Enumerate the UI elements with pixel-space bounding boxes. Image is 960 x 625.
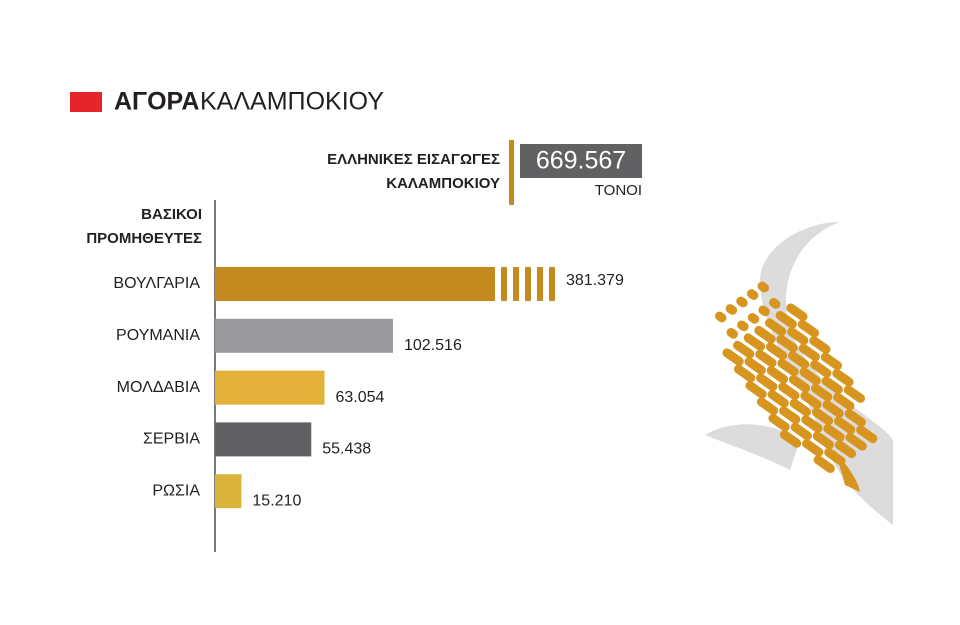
corn-kernel <box>832 368 854 387</box>
corn-husk <box>705 424 800 470</box>
bar <box>215 474 242 509</box>
value-label: 102.516 <box>404 337 462 354</box>
corn-kernel <box>755 349 777 368</box>
corn-husk <box>835 450 860 492</box>
corn-kernel <box>833 416 856 435</box>
category-label: ΣΕΡΒΙΑ <box>143 431 200 448</box>
corn-kernel <box>768 413 790 432</box>
corn-kernel <box>758 305 770 317</box>
corn-kernel <box>764 318 787 337</box>
corn-kernel <box>821 376 843 395</box>
corn-kernel <box>844 409 866 427</box>
total-label: ΚΑΛΑΜΠΟΚΙΟΥ <box>386 175 500 192</box>
bar-break <box>537 267 543 301</box>
corn-kernel <box>800 391 822 409</box>
corn-kernel <box>787 351 810 369</box>
axis-label: ΠΡΟΜΗΘΕΥΤΕΣ <box>86 230 202 247</box>
bar <box>215 370 325 405</box>
total-box <box>520 144 642 178</box>
total-divider <box>509 140 514 205</box>
value-label: 63.054 <box>335 389 384 406</box>
bar-break <box>525 267 531 301</box>
corn-kernel <box>789 398 812 417</box>
corn-kernel <box>779 430 802 448</box>
chart-title: ΑΓΟΡΑ <box>114 88 199 116</box>
corn-kernel <box>757 281 769 293</box>
corn-kernel <box>743 333 766 351</box>
corn-kernel <box>745 381 767 399</box>
bar <box>215 318 393 353</box>
corn-kernel <box>736 296 748 308</box>
category-label: ΒΟΥΛΓΑΡΙΑ <box>113 275 200 292</box>
bar <box>215 422 312 457</box>
total-unit: ΤΟΝΟΙ <box>595 182 642 199</box>
corn-kernel <box>777 358 799 377</box>
corn-kernel <box>767 389 789 408</box>
total-label: ΕΛΛΗΝΙΚΕΣ ΕΙΣΑΓΩΓΕΣ <box>327 151 500 168</box>
corn-kernel <box>769 298 781 309</box>
corn-kernel <box>775 310 797 329</box>
title-marker <box>70 92 102 112</box>
corn-kernel <box>797 319 820 338</box>
corn-kernel <box>810 383 833 402</box>
corn-kernel <box>833 392 855 411</box>
corn-kernel <box>788 374 811 393</box>
corn-kernel <box>810 360 832 378</box>
corn-kernel <box>845 432 867 451</box>
corn-kernel <box>786 303 808 322</box>
corn-kernel <box>766 366 789 384</box>
corn-kernel <box>737 320 749 332</box>
corn-kernel <box>799 367 821 386</box>
bar <box>215 267 495 301</box>
corn-kernel <box>744 357 766 375</box>
value-label: 381.379 <box>566 272 624 289</box>
corn-kernel <box>746 289 759 300</box>
corn-kernel <box>765 342 788 360</box>
bar-break <box>513 267 519 301</box>
corn-kernel <box>843 385 866 403</box>
corn-kernel <box>747 312 760 324</box>
corn-kernel <box>776 334 798 353</box>
value-label: 15.210 <box>252 492 301 509</box>
corn-kernel <box>726 327 738 339</box>
corn-kernel <box>722 348 744 366</box>
corn-kernel <box>733 364 756 383</box>
corn-kernel <box>801 415 823 433</box>
corn-kernel <box>779 406 801 424</box>
bar-break <box>549 267 555 301</box>
category-label: ΡΩΣΙΑ <box>152 482 200 499</box>
category-label: ΜΟΛΔΑΒΙΑ <box>117 379 201 396</box>
corn-kernel <box>756 397 779 416</box>
corn-kernel <box>754 325 776 344</box>
corn-kernel <box>787 327 809 345</box>
corn-kernel <box>820 352 843 371</box>
corn-kernel <box>802 439 824 457</box>
corn-kernel <box>823 424 845 442</box>
corn-kernel <box>798 343 820 362</box>
corn-kernel <box>809 336 831 354</box>
corn-kernel <box>811 407 834 426</box>
corn-kernel <box>715 311 727 323</box>
total-value: 669.567 <box>536 147 626 175</box>
corn-kernel <box>756 373 778 392</box>
bar-break <box>501 267 507 301</box>
corn-kernel <box>822 400 844 418</box>
corn-kernel <box>834 440 857 459</box>
chart-title: ΚΑΛΑΜΠΟΚΙΟΥ <box>200 88 384 116</box>
corn-kernel <box>813 455 835 473</box>
corn-kernel <box>812 431 835 450</box>
corn-kernel <box>778 382 800 401</box>
value-label: 55.438 <box>322 441 371 458</box>
corn-kernel <box>725 304 738 315</box>
corn-illustration <box>705 222 893 525</box>
corn-kernel <box>856 425 878 444</box>
axis-label: ΒΑΣΙΚΟΙ <box>141 206 202 223</box>
category-label: ΡΟΥΜΑΝΙΑ <box>116 327 200 344</box>
corn-kernel <box>733 340 755 359</box>
corn-kernel <box>790 422 812 441</box>
